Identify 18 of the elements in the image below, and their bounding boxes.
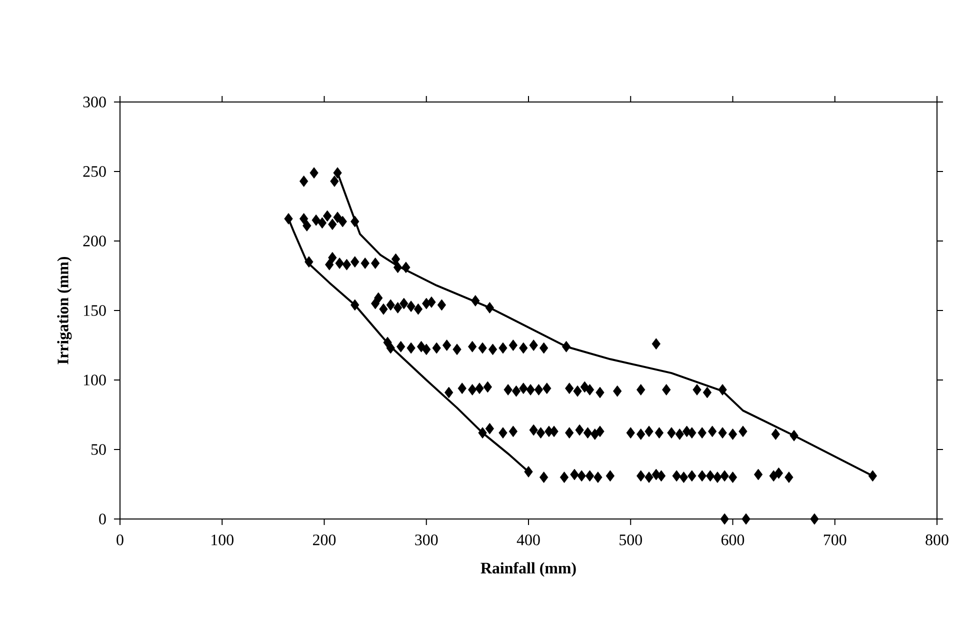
x-tick-label: 700 [824, 534, 846, 546]
x-tick-label: 600 [721, 534, 744, 546]
y-tick-label: 250 [83, 166, 106, 177]
x-tick-label: 500 [620, 534, 642, 546]
y-tick-label: 100 [84, 374, 106, 386]
x-tick-label: 400 [516, 534, 540, 546]
x-tick-label: 0 [116, 534, 124, 546]
y-axis-title: Irrigation (mm) [57, 256, 72, 364]
y-tick-label: 0 [99, 514, 106, 524]
y-tick-label: 150 [84, 305, 106, 316]
x-tick-label: 800 [926, 534, 948, 546]
x-tick-label: 100 [212, 534, 234, 546]
y-tick-label: 50 [91, 444, 106, 455]
x-tick-label: 300 [415, 534, 438, 546]
x-axis-title: Rainfall (mm) [480, 562, 576, 577]
x-tick-label: 200 [312, 534, 336, 546]
y-tick-label: 300 [83, 96, 106, 108]
y-tick-label: 200 [83, 236, 106, 246]
